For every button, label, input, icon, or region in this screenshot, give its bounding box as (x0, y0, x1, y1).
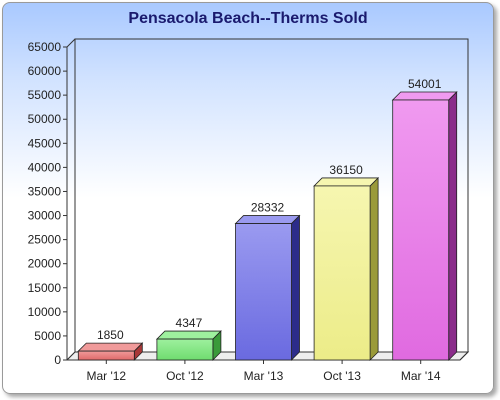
y-tick-label: 45000 (28, 136, 62, 150)
chart-title: Pensacola Beach--Therms Sold (128, 10, 367, 27)
bar-top (391, 91, 458, 101)
bar-top (234, 215, 301, 224)
chart-frame: Pensacola Beach--Therms Sold 0 5000 10000 1… (2, 2, 494, 394)
y-axis-ticks: 0 5000 10000 15000 20000 25000 30000 35000 40000… (28, 40, 67, 367)
y-tick-label: 15000 (28, 281, 62, 295)
bar-chart: Pensacola Beach--Therms Sold 0 5000 10000 1… (28, 10, 470, 383)
data-label: 28332 (251, 201, 285, 215)
data-labels: 1850 4347 28332 36150 54001 (97, 77, 442, 342)
y-axis-top-edge (66, 38, 76, 48)
bars (77, 90, 458, 361)
bar (77, 342, 144, 361)
bar-side (291, 214, 300, 361)
data-label: 54001 (408, 77, 442, 91)
bar-top (155, 330, 222, 340)
y-tick-label: 20000 (28, 257, 62, 271)
y-tick-label: 30000 (28, 209, 62, 223)
bar-side (369, 176, 379, 361)
bar (313, 176, 380, 361)
x-tick-label: Oct '12 (166, 369, 204, 383)
bar-side (448, 90, 458, 361)
x-axis-ticks: Mar '12 Oct '12 Mar '13 Oct '13 Mar '14 (86, 360, 441, 383)
bar-top (313, 177, 380, 187)
y-tick-label: 10000 (28, 305, 62, 319)
bar (234, 214, 301, 361)
y-tick-label: 0 (54, 353, 61, 367)
x-tick-label: Oct '13 (323, 369, 361, 383)
y-tick-label: 5000 (34, 329, 61, 343)
y-tick-label: 50000 (28, 112, 62, 126)
x-tick-label: Mar '13 (244, 369, 284, 383)
y-tick-label: 60000 (28, 64, 62, 78)
bar-front (156, 338, 214, 361)
y-tick-label: 40000 (28, 160, 62, 174)
data-label: 4347 (176, 316, 203, 330)
x-tick-label: Mar '14 (401, 369, 441, 383)
y-tick-label: 25000 (28, 233, 62, 247)
bar-front (235, 223, 292, 361)
bar-front (313, 185, 371, 361)
y-tick-label: 35000 (28, 184, 62, 198)
x-tick-label: Mar '12 (86, 369, 126, 383)
bar-front (77, 350, 135, 361)
y-tick-label: 65000 (28, 40, 62, 54)
data-label: 36150 (329, 163, 363, 177)
data-label: 1850 (97, 328, 124, 342)
bar-front (392, 99, 450, 361)
x-axis-right-edge (459, 351, 469, 361)
bar (155, 330, 222, 361)
bar-top (77, 342, 144, 352)
y-tick-label: 55000 (28, 88, 62, 102)
bar (391, 90, 458, 361)
